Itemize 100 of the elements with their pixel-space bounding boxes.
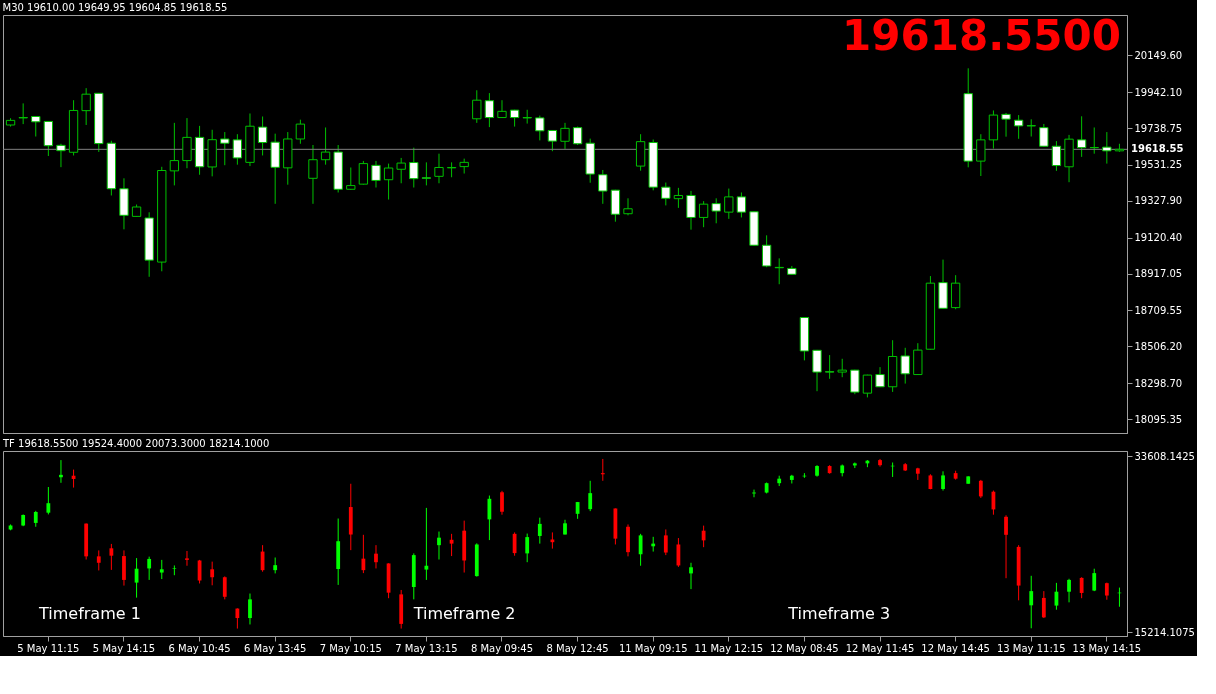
x-tick-label: 6 May 13:45 bbox=[244, 642, 307, 654]
x-tick-label: 6 May 10:45 bbox=[168, 642, 231, 654]
candlestick bbox=[159, 559, 164, 580]
candlestick bbox=[210, 561, 215, 586]
candlestick bbox=[1041, 590, 1046, 619]
ref-line-label: 19618.55 bbox=[1131, 143, 1184, 155]
annotation: Timeframe 2 bbox=[412, 604, 516, 623]
candlestick bbox=[308, 144, 318, 205]
candlestick bbox=[182, 117, 192, 169]
candlestick bbox=[941, 470, 945, 492]
candlestick bbox=[248, 593, 252, 625]
candlestick bbox=[900, 347, 910, 385]
candlestick bbox=[109, 543, 114, 571]
candlestick bbox=[396, 157, 406, 184]
annotation: 19618.5500 bbox=[842, 11, 1121, 60]
y-tick-label: 18095.35 bbox=[1134, 413, 1183, 425]
y-tick-label: 19327.90 bbox=[1134, 195, 1183, 207]
candlestick bbox=[1067, 578, 1071, 603]
x-tick-label: 8 May 12:45 bbox=[546, 642, 609, 654]
y-tick-label: 19738.75 bbox=[1134, 122, 1183, 134]
candlestick bbox=[1039, 123, 1049, 148]
y-tick-label: 15214.1075 bbox=[1134, 626, 1195, 638]
candlestick bbox=[472, 89, 482, 124]
y-tick-label: 18506.20 bbox=[1134, 340, 1183, 352]
candlestick bbox=[172, 564, 177, 576]
x-tick-label: 5 May 14:15 bbox=[92, 642, 156, 654]
candlestick bbox=[232, 133, 243, 166]
candlestick bbox=[1089, 126, 1099, 155]
x-tick-label: 12 May 11:45 bbox=[845, 642, 915, 654]
candlestick bbox=[421, 161, 432, 186]
x-tick-label: 5 May 11:15 bbox=[17, 642, 80, 654]
candlestick bbox=[711, 197, 721, 224]
y-tick-label: 18917.05 bbox=[1134, 268, 1183, 280]
candlestick bbox=[358, 160, 369, 186]
y-tick-label: 19942.10 bbox=[1134, 86, 1183, 98]
candlestick bbox=[1051, 140, 1062, 172]
candlestick bbox=[588, 480, 593, 512]
candlestick bbox=[1004, 514, 1008, 579]
candlestick bbox=[525, 533, 530, 563]
candlestick bbox=[361, 534, 366, 574]
x-tick-label: 7 May 13:15 bbox=[395, 642, 458, 654]
candlestick bbox=[374, 544, 378, 569]
candlestick bbox=[1001, 112, 1011, 138]
candlestick bbox=[701, 525, 706, 548]
candlestick bbox=[862, 374, 873, 398]
candlestick bbox=[371, 160, 381, 189]
candlestick bbox=[978, 479, 983, 499]
candlestick bbox=[31, 115, 41, 137]
candlestick bbox=[761, 234, 772, 268]
x-tick-label: 13 May 11:15 bbox=[996, 642, 1066, 654]
candlestick bbox=[500, 490, 504, 516]
x-tick-label: 12 May 14:45 bbox=[921, 642, 990, 654]
candlestick bbox=[437, 531, 441, 561]
candlestick bbox=[537, 517, 542, 545]
candlestick bbox=[295, 119, 306, 145]
candlestick bbox=[547, 129, 558, 152]
candlestick bbox=[837, 358, 847, 378]
x-tick-label: 11 May 12:15 bbox=[694, 642, 764, 654]
candlestick bbox=[661, 182, 671, 206]
candlestick bbox=[600, 458, 605, 482]
candlestick bbox=[1013, 114, 1024, 140]
x-tick-label: 11 May 09:15 bbox=[618, 642, 688, 654]
candlestick bbox=[1026, 118, 1036, 137]
candlestick bbox=[812, 349, 822, 392]
candlestick bbox=[673, 187, 684, 209]
y-tick-label: 19531.25 bbox=[1134, 159, 1183, 171]
candlestick bbox=[320, 126, 331, 166]
candlestick bbox=[96, 549, 101, 571]
candlestick bbox=[1076, 115, 1087, 158]
y-tick-label: 33608.1425 bbox=[1134, 450, 1195, 462]
candlestick bbox=[46, 486, 51, 515]
candlestick bbox=[824, 354, 835, 380]
candlestick bbox=[663, 528, 668, 556]
candlestick bbox=[623, 197, 633, 216]
x-tick-label: 12 May 08:45 bbox=[770, 642, 839, 654]
candlestick bbox=[1079, 576, 1084, 599]
candlestick bbox=[409, 147, 419, 189]
candlestick bbox=[81, 87, 91, 126]
candlestick bbox=[560, 122, 570, 150]
candlestick bbox=[424, 507, 429, 581]
candlestick bbox=[222, 575, 227, 600]
candlestick bbox=[535, 115, 545, 141]
candlestick bbox=[850, 369, 860, 395]
chart-title: TF 19618.5500 19524.4000 20073.3000 18214.1000 bbox=[2, 438, 270, 449]
candlestick bbox=[434, 153, 444, 184]
candlestick bbox=[598, 169, 608, 205]
candlestick bbox=[976, 133, 986, 177]
candlestick bbox=[169, 122, 180, 186]
chart-title: M30 19610.00 19649.95 19604.85 19618.55 bbox=[2, 2, 228, 13]
x-tick-label: 13 May 14:15 bbox=[1072, 642, 1142, 654]
candlestick bbox=[497, 99, 507, 119]
candlestick bbox=[689, 562, 693, 590]
candlestick bbox=[698, 200, 709, 228]
candlestick bbox=[736, 191, 747, 218]
candlestick bbox=[56, 143, 66, 168]
candlestick bbox=[383, 163, 394, 201]
x-tick-label: 8 May 09:45 bbox=[470, 642, 534, 654]
candlestick bbox=[18, 102, 28, 125]
y-tick-label: 18298.70 bbox=[1134, 377, 1183, 389]
y-tick-label: 18709.55 bbox=[1134, 304, 1183, 316]
